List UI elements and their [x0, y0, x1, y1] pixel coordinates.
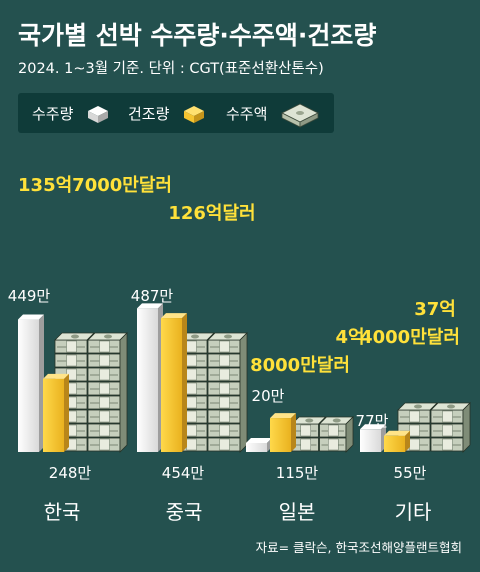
- legend-label-order-amount: 수주액: [226, 105, 267, 123]
- chart-subtitle: 2024. 1~3월 기준. 단위 : CGT(표준선환산톤수): [18, 60, 324, 77]
- construction-volume-bar-1: [161, 313, 187, 452]
- category-label-2: 일본: [279, 500, 316, 524]
- category-label-0: 한국: [44, 500, 81, 524]
- construction-volume-bar-3: [384, 430, 410, 452]
- legend-label-construction-volume: 건조량: [128, 105, 170, 123]
- order-amount-label-2-0: 4억: [335, 327, 364, 348]
- legend: 수주량 건조량 수주액: [18, 93, 334, 133]
- source-note: 자료= 클락슨, 한국조선해양플랜트협회: [256, 540, 462, 555]
- construction-volume-bar-0: [43, 373, 69, 452]
- money-stack-2: [291, 416, 354, 453]
- legend-label-order-volume: 수주량: [32, 105, 74, 123]
- construction-volume-label-0: 248만: [49, 464, 92, 482]
- category-label-1: 중국: [166, 500, 203, 524]
- order-volume-bar-1: [137, 303, 163, 452]
- order-amount-label-3-0: 37억: [414, 299, 456, 320]
- legend-box: [18, 93, 334, 133]
- order-amount-label-1-0: 126억달러: [168, 203, 255, 224]
- order-volume-label-0: 449만: [8, 287, 51, 305]
- construction-volume-label-1: 454만: [162, 464, 205, 482]
- order-amount-label-3-1: 4000만달러: [360, 327, 460, 348]
- order-volume-label-3: 77만: [356, 412, 389, 430]
- order-amount-label-2-1: 8000만달러: [250, 355, 350, 376]
- order-volume-label-1: 487만: [131, 287, 174, 305]
- order-volume-bar-0: [18, 314, 44, 452]
- money-stack-0: [54, 332, 128, 453]
- construction-volume-bar-2: [270, 413, 296, 452]
- construction-volume-label-2: 115만: [276, 464, 319, 482]
- order-amount-label-0-0: 135억7000만달러: [18, 175, 172, 196]
- category-label-3: 기타: [395, 500, 432, 524]
- white-block-icon: [88, 106, 108, 123]
- bars-layer: [18, 303, 471, 453]
- construction-volume-label-3: 55만: [394, 464, 427, 482]
- order-volume-label-2: 20만: [252, 387, 285, 405]
- order-volume-bar-2: [246, 438, 272, 452]
- money-stack-icon: [281, 103, 319, 128]
- chart-title: 국가별 선박 수주량·수주액·건조량: [18, 21, 376, 50]
- yellow-block-icon: [184, 106, 204, 123]
